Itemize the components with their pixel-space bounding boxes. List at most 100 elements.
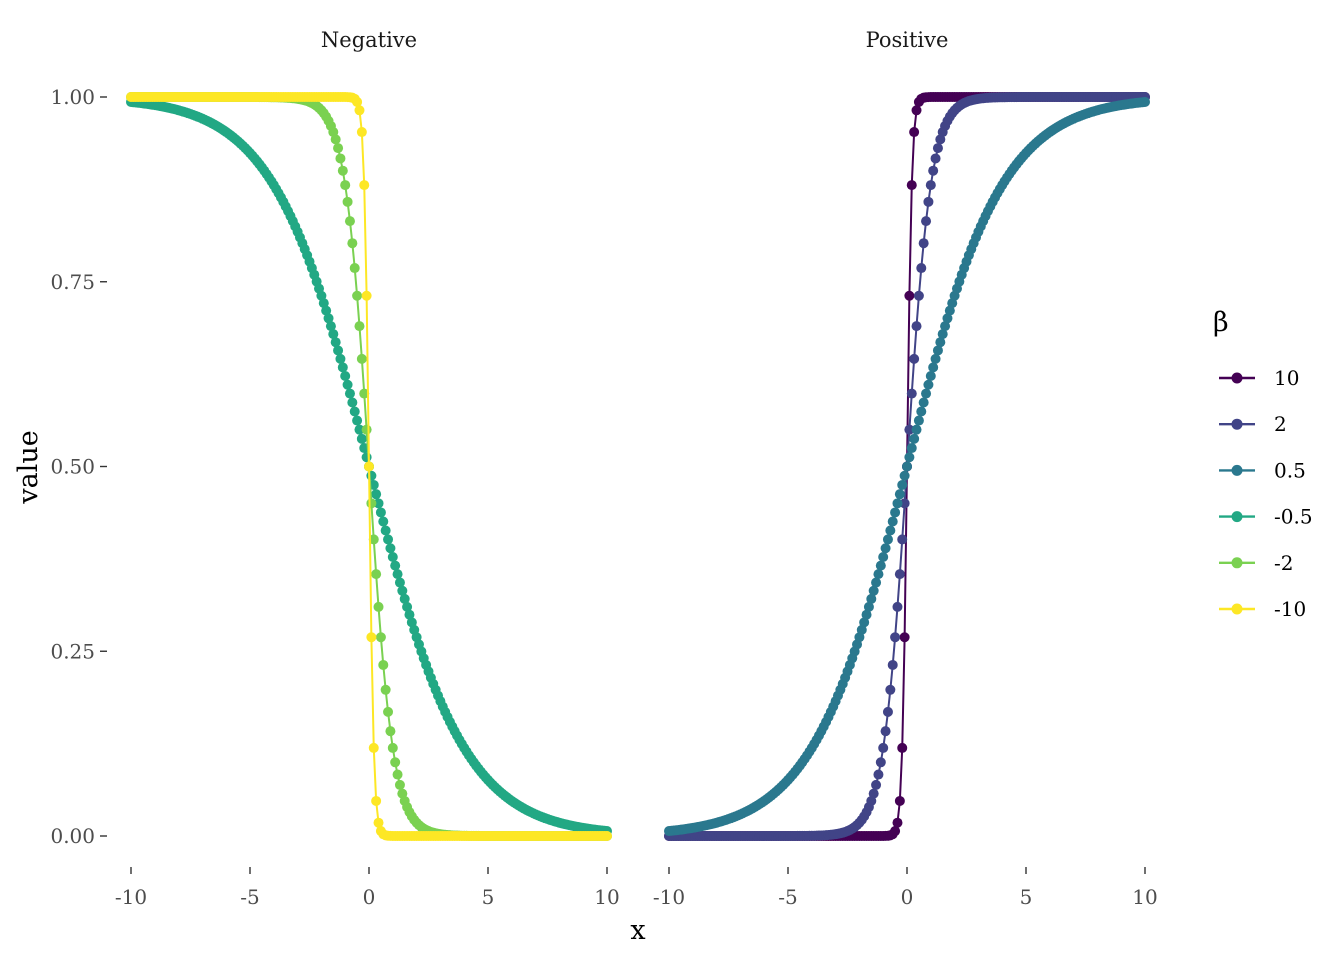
data-point [356, 127, 367, 138]
data-point [887, 659, 898, 670]
data-point [866, 593, 877, 604]
data-point [406, 617, 417, 628]
data-point [904, 424, 915, 435]
data-point [916, 263, 927, 274]
y-axis: 0.00 0.25 0.50 0.75 1.00 [50, 85, 107, 848]
legend-key-point [1231, 557, 1243, 569]
data-point [375, 632, 386, 643]
y-tick-label: 0.75 [50, 270, 95, 294]
x-tick-label: 10 [594, 885, 619, 909]
data-point [916, 406, 927, 417]
data-point [335, 353, 346, 364]
data-point [387, 552, 398, 562]
data-point [873, 569, 884, 580]
data-point [392, 769, 403, 780]
data-point [337, 165, 348, 176]
data-point [349, 263, 360, 274]
data-point [373, 498, 384, 509]
series-beta--0.5 [126, 96, 612, 837]
legend-key-point [1231, 372, 1243, 384]
data-point [925, 180, 936, 191]
legend-key-point [1231, 511, 1243, 523]
data-point [935, 337, 946, 348]
data-point [1140, 96, 1150, 107]
data-point [902, 461, 912, 472]
data-point [911, 321, 922, 332]
x-tick-label: -10 [653, 885, 685, 909]
data-point [335, 153, 346, 164]
data-point [906, 180, 917, 191]
data-point [921, 388, 932, 399]
data-point [349, 406, 360, 417]
legend-item--2: -2 [1219, 551, 1293, 575]
x-axis-positive: -10 -5 0 5 10 [653, 867, 1158, 909]
data-point [402, 601, 413, 612]
data-point [890, 632, 901, 643]
data-point [364, 461, 374, 472]
data-point [856, 624, 867, 635]
data-point [897, 742, 908, 753]
data-point [337, 362, 348, 373]
x-tick-label: -10 [115, 885, 147, 909]
data-point [383, 534, 394, 545]
data-point [371, 569, 382, 580]
data-point [892, 817, 903, 828]
data-point [323, 313, 334, 324]
facet-title-positive: Positive [866, 28, 949, 52]
legend-label: -0.5 [1274, 505, 1313, 529]
data-point [368, 534, 379, 545]
data-point [366, 632, 377, 643]
x-axis-title: x [630, 915, 645, 946]
series-beta-2 [664, 92, 1150, 841]
data-point [875, 560, 886, 571]
legend-key-point [1231, 603, 1243, 615]
series-layer-positive [664, 92, 1150, 841]
data-point [909, 433, 920, 444]
data-point [385, 543, 396, 554]
data-point [394, 577, 405, 588]
data-point [932, 143, 943, 154]
legend-key-point [1231, 464, 1243, 476]
data-point [890, 826, 901, 837]
data-point [344, 388, 355, 399]
data-point [928, 362, 939, 373]
data-point [354, 105, 365, 116]
data-point [894, 489, 905, 500]
data-point [882, 706, 893, 717]
series-beta--10 [126, 92, 612, 841]
data-point [909, 353, 920, 364]
data-point [399, 593, 410, 604]
data-point [930, 353, 941, 364]
y-axis-title: value [13, 430, 44, 504]
data-point [328, 329, 339, 340]
data-point [342, 379, 353, 390]
data-point [344, 216, 355, 227]
data-point [383, 706, 394, 717]
x-tick-label: 0 [363, 885, 376, 909]
data-point [394, 779, 405, 790]
data-point [330, 134, 341, 145]
data-point [342, 196, 353, 207]
data-point [863, 601, 874, 612]
data-point [380, 525, 391, 536]
data-point [321, 305, 332, 316]
panel-negative: Negative 0.00 0.25 0.50 0.75 1.00 -10 -5 0 5 10 [50, 28, 619, 909]
data-point [366, 498, 377, 509]
data-point [894, 569, 905, 580]
data-point [904, 290, 915, 301]
data-point [378, 659, 389, 670]
data-point [885, 525, 896, 536]
series-layer-negative [126, 92, 612, 841]
data-point [333, 345, 344, 356]
panel-positive: Positive -10 -5 0 5 10 [653, 28, 1158, 909]
data-point [899, 632, 910, 643]
data-point [356, 353, 367, 364]
data-point [359, 180, 370, 191]
data-point [923, 379, 934, 390]
legend-item-2: 2 [1219, 412, 1287, 436]
data-point [318, 298, 329, 309]
data-point [366, 470, 377, 481]
legend-key-point [1231, 418, 1243, 430]
x-axis-negative: -10 -5 0 5 10 [115, 867, 620, 909]
x-tick-label: -5 [240, 885, 259, 909]
